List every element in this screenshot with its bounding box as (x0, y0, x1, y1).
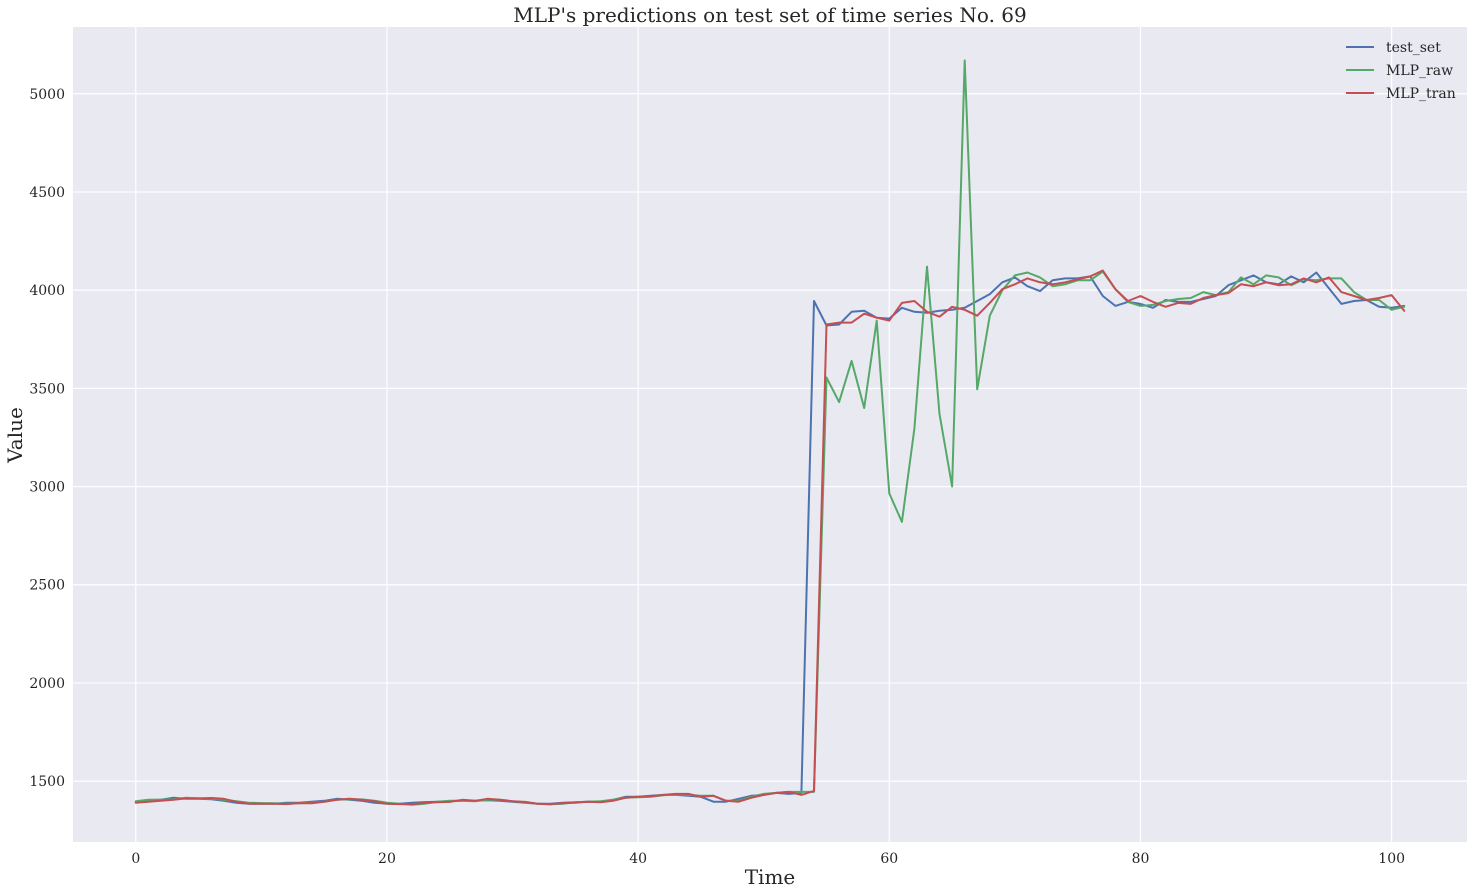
y-tick-labels: 1500 2000 2500 3000 3500 4000 4500 5000 (29, 87, 65, 790)
x-axis-label: Time (745, 865, 796, 889)
x-tick-label: 60 (880, 851, 898, 867)
x-tick-labels: 0 20 40 60 80 100 (131, 851, 1405, 867)
x-tick-label: 0 (131, 851, 140, 867)
x-tick-label: 100 (1378, 851, 1405, 867)
legend-entry: MLP_tran (1386, 86, 1456, 102)
y-axis-label: Value (3, 407, 27, 464)
y-tick-label: 3000 (29, 480, 65, 496)
legend-entry: MLP_raw (1386, 63, 1453, 79)
y-tick-label: 2000 (29, 676, 65, 692)
gridlines (73, 27, 1467, 842)
plot-background (73, 27, 1467, 842)
y-tick-label: 3500 (29, 381, 65, 397)
x-tick-label: 80 (1132, 851, 1150, 867)
legend: test_set MLP_raw MLP_tran (1346, 40, 1456, 102)
x-tick-label: 40 (629, 851, 647, 867)
y-tick-label: 2500 (29, 578, 65, 594)
y-tick-label: 4500 (29, 185, 65, 201)
y-tick-label: 1500 (29, 774, 65, 790)
series-line-mlp-tran (134, 269, 1406, 806)
legend-entry: test_set (1386, 40, 1441, 56)
chart-title: MLP's predictions on test set of time se… (513, 3, 1026, 27)
x-tick-label: 20 (378, 851, 396, 867)
y-tick-label: 5000 (29, 87, 65, 103)
series-lines (134, 59, 1406, 806)
y-tick-label: 4000 (29, 283, 65, 299)
